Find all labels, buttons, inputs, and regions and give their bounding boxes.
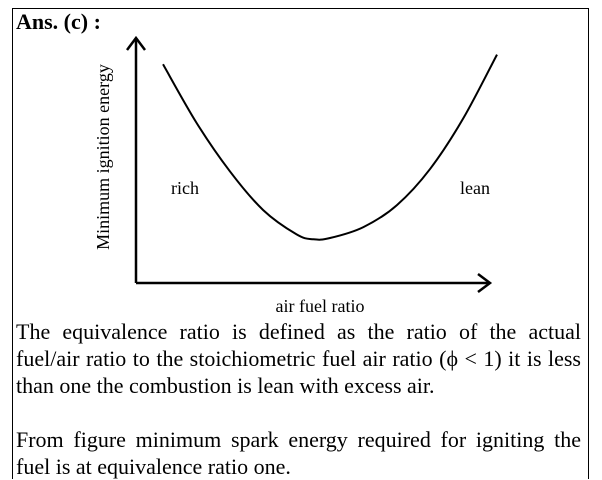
paragraph-definition: The equivalence ratio is defined as the … [16,319,581,398]
energy-curve [162,54,498,241]
answer-frame [12,8,589,479]
y-axis-label: Minimum ignition energy [93,64,113,250]
rich-label: rich [171,178,199,198]
x-axis-arrow [477,273,493,293]
paragraph-conclusion: From figure minimum spark energy require… [16,427,581,479]
lean-label: lean [460,178,490,198]
x-axis-label: air fuel ratio [276,296,365,316]
y-axis-arrow [126,35,146,51]
answer-heading: Ans. (c) : [16,9,101,34]
